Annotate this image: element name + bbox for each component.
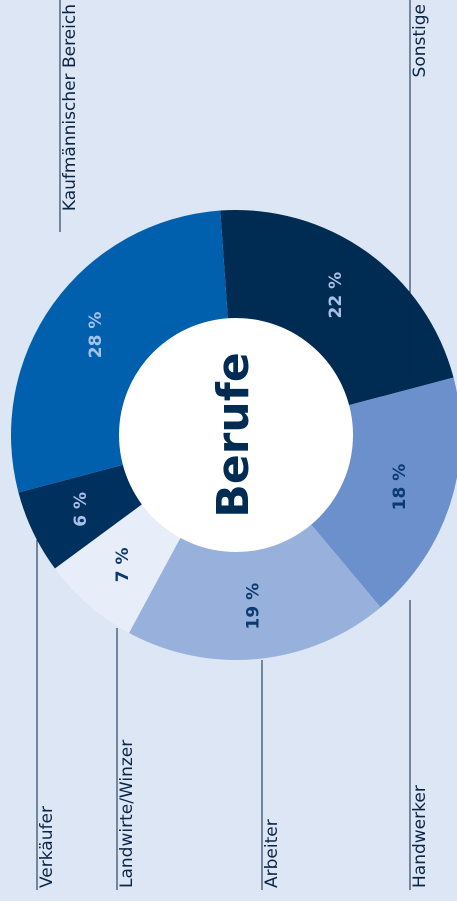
data-label: 7 %	[113, 547, 133, 582]
data-label: 6 %	[71, 492, 91, 527]
category-label: Landwirte/Winzer	[117, 740, 137, 888]
data-label: 18 %	[390, 464, 410, 511]
category-label: Verkäufer	[37, 806, 57, 888]
data-label: 19 %	[243, 583, 263, 630]
chart-title: Berufe	[208, 352, 259, 517]
data-label: 28 %	[86, 312, 106, 359]
category-label: Kaufmännischer Bereich	[60, 4, 80, 211]
category-label: Arbeiter	[262, 819, 282, 888]
category-label: Handwerker	[410, 785, 430, 888]
category-label: Sonstige	[410, 4, 430, 77]
donut-hole	[119, 318, 353, 552]
data-label: 22 %	[326, 272, 346, 319]
